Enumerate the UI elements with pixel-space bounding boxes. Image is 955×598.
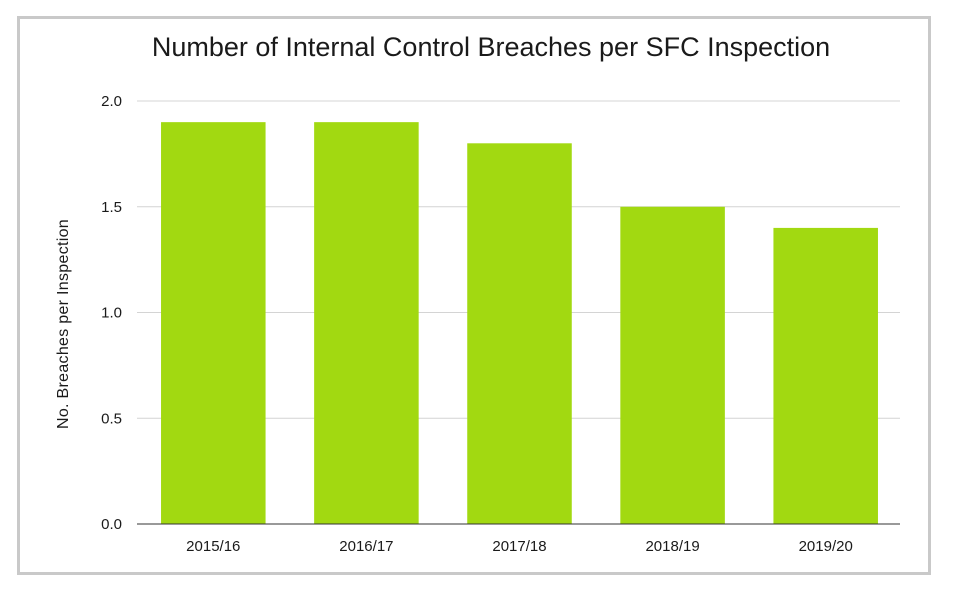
x-tick-label: 2019/20 — [799, 538, 853, 555]
y-tick-labels: 0.0 0.5 1.0 1.5 2.0 — [101, 93, 122, 533]
y-tick-label: 2.0 — [101, 93, 122, 110]
bar — [467, 143, 572, 525]
bar — [314, 122, 419, 525]
x-tick-labels: 2015/16 2016/17 2017/18 2018/19 2019/20 — [186, 538, 853, 555]
y-tick-label: 1.0 — [101, 305, 122, 322]
bars — [161, 122, 878, 525]
y-axis-label: No. Breaches per Inspection — [55, 219, 72, 429]
chart-title: Number of Internal Control Breaches per … — [152, 32, 830, 62]
bar — [773, 227, 878, 524]
y-tick-label: 1.5 — [101, 199, 122, 216]
x-tick-label: 2018/19 — [645, 538, 699, 555]
y-tick-label: 0.0 — [101, 516, 122, 533]
x-tick-label: 2016/17 — [339, 538, 393, 555]
y-tick-label: 0.5 — [101, 410, 122, 427]
x-tick-label: 2017/18 — [492, 538, 546, 555]
bar — [620, 206, 725, 524]
x-tick-label: 2015/16 — [186, 538, 240, 555]
bar — [161, 122, 266, 525]
